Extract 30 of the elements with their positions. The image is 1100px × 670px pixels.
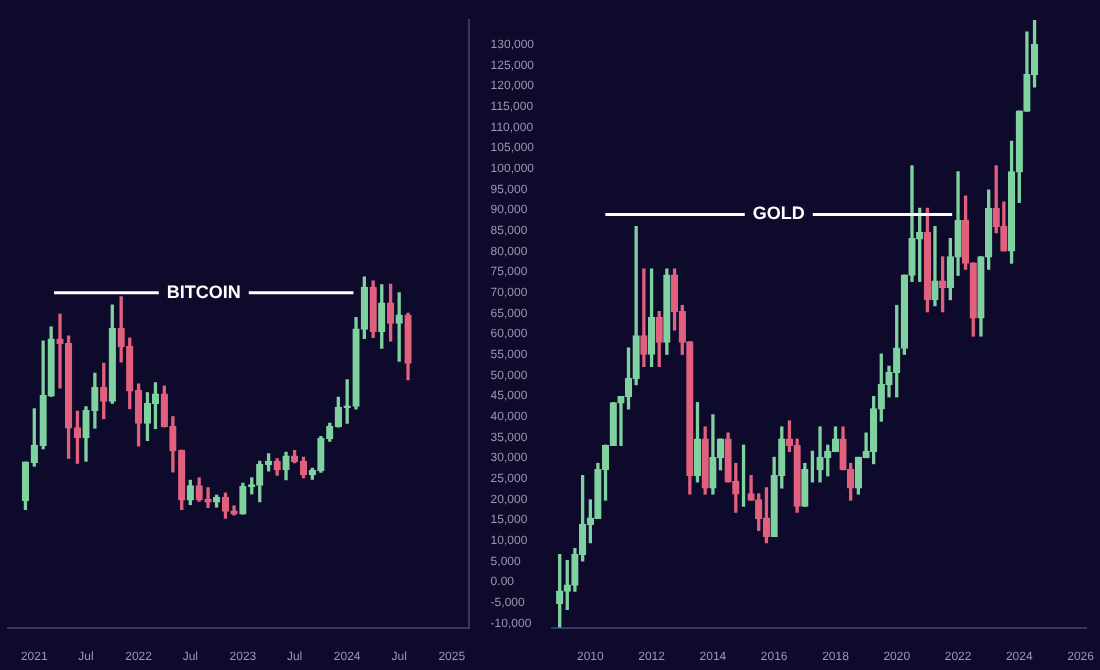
candlestick bbox=[221, 492, 230, 519]
candlestick bbox=[239, 482, 247, 515]
candlestick bbox=[701, 426, 709, 495]
candlestick bbox=[816, 426, 824, 483]
candlestick bbox=[186, 479, 194, 506]
candlestick bbox=[923, 207, 932, 313]
candlestick bbox=[282, 451, 290, 481]
candlestick bbox=[556, 554, 564, 628]
candlestick bbox=[195, 477, 203, 502]
candlestick bbox=[100, 362, 108, 420]
candlestick bbox=[369, 280, 377, 339]
candlestick bbox=[854, 456, 863, 495]
candlestick bbox=[230, 505, 238, 516]
candlestick bbox=[108, 304, 116, 404]
candlestick bbox=[256, 460, 264, 503]
candlestick bbox=[647, 268, 656, 367]
candlestick bbox=[663, 268, 671, 355]
ref-line-label: GOLD bbox=[752, 203, 806, 224]
candlestick bbox=[73, 410, 82, 464]
candlestick bbox=[395, 292, 403, 362]
candlestick bbox=[640, 268, 648, 367]
ref-line-label: BITCOIN bbox=[166, 281, 241, 302]
candlestick bbox=[212, 494, 221, 508]
candlestick bbox=[655, 310, 663, 367]
candlestick bbox=[741, 444, 746, 507]
candlestick bbox=[931, 225, 939, 307]
candlestick bbox=[386, 283, 395, 342]
candlestick bbox=[378, 284, 386, 349]
candlestick bbox=[204, 487, 212, 508]
candlestick bbox=[404, 312, 412, 381]
